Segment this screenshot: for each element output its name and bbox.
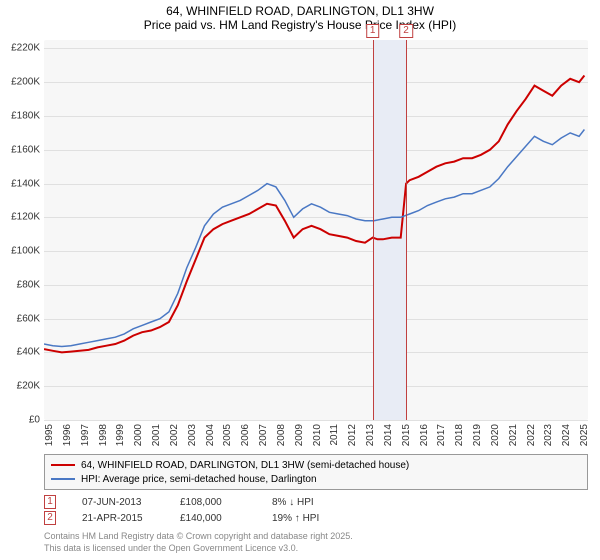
- footer: Contains HM Land Registry data © Crown c…: [44, 530, 588, 554]
- x-tick-label: 1996: [62, 424, 73, 446]
- legend: 64, WHINFIELD ROAD, DARLINGTON, DL1 3HW …: [44, 454, 588, 490]
- x-tick-label: 1998: [98, 424, 109, 446]
- sale-hpi-diff: 19% ↑ HPI: [272, 513, 372, 524]
- x-tick-label: 2022: [526, 424, 537, 446]
- sale-date: 07-JUN-2013: [68, 497, 168, 508]
- sale-row: 1 07-JUN-2013 £108,000 8% ↓ HPI: [44, 494, 588, 510]
- x-tick-label: 1995: [44, 424, 55, 446]
- y-tick-label: £60K: [17, 313, 40, 324]
- x-tick-label: 2003: [187, 424, 198, 446]
- sale-price: £140,000: [180, 513, 260, 524]
- x-tick-label: 2015: [401, 424, 412, 446]
- x-tick-label: 2009: [294, 424, 305, 446]
- x-tick-label: 2010: [312, 424, 323, 446]
- legend-label: HPI: Average price, semi-detached house,…: [81, 474, 317, 485]
- y-tick-label: £100K: [11, 246, 40, 257]
- sale-marker-line: [406, 40, 407, 420]
- x-tick-label: 2024: [561, 424, 572, 446]
- x-tick-label: 2005: [222, 424, 233, 446]
- title-line-1: 64, WHINFIELD ROAD, DARLINGTON, DL1 3HW: [0, 4, 600, 18]
- chart-container: 64, WHINFIELD ROAD, DARLINGTON, DL1 3HW …: [0, 0, 600, 560]
- sale-date: 21-APR-2015: [68, 513, 168, 524]
- x-tick-label: 2025: [579, 424, 590, 446]
- x-tick-label: 2023: [543, 424, 554, 446]
- x-tick-label: 2011: [329, 424, 340, 446]
- x-tick-label: 2020: [490, 424, 501, 446]
- y-tick-label: £20K: [17, 381, 40, 392]
- legend-item: HPI: Average price, semi-detached house,…: [51, 472, 581, 486]
- title-block: 64, WHINFIELD ROAD, DARLINGTON, DL1 3HW …: [0, 0, 600, 32]
- series-hpi: [44, 130, 584, 347]
- x-tick-label: 2008: [276, 424, 287, 446]
- sale-marker-box: 1: [366, 24, 380, 38]
- title-line-2: Price paid vs. HM Land Registry's House …: [0, 18, 600, 32]
- y-tick-label: £80K: [17, 279, 40, 290]
- y-tick-label: £120K: [11, 212, 40, 223]
- x-tick-label: 2017: [436, 424, 447, 446]
- x-tick-label: 2002: [169, 424, 180, 446]
- y-tick-label: £180K: [11, 111, 40, 122]
- x-tick-label: 2021: [508, 424, 519, 446]
- x-tick-label: 2018: [454, 424, 465, 446]
- x-tick-label: 2013: [365, 424, 376, 446]
- x-tick-label: 2007: [258, 424, 269, 446]
- x-tick-label: 1999: [115, 424, 126, 446]
- y-tick-label: £200K: [11, 77, 40, 88]
- y-tick-label: £40K: [17, 347, 40, 358]
- sale-row: 2 21-APR-2015 £140,000 19% ↑ HPI: [44, 510, 588, 526]
- x-tick-label: 2006: [240, 424, 251, 446]
- y-tick-label: £220K: [11, 43, 40, 54]
- chart-area: 12 £0£20K£40K£60K£80K£100K£120K£140K£160…: [44, 40, 588, 420]
- series-property: [44, 76, 584, 353]
- footer-line-1: Contains HM Land Registry data © Crown c…: [44, 530, 588, 542]
- y-tick-label: £140K: [11, 178, 40, 189]
- sale-marker-icon: 1: [44, 495, 56, 509]
- legend-swatch: [51, 464, 75, 466]
- legend-label: 64, WHINFIELD ROAD, DARLINGTON, DL1 3HW …: [81, 460, 409, 471]
- legend-item: 64, WHINFIELD ROAD, DARLINGTON, DL1 3HW …: [51, 458, 581, 472]
- legend-swatch: [51, 478, 75, 480]
- y-tick-label: £0: [29, 415, 40, 426]
- sale-marker-box: 2: [399, 24, 413, 38]
- x-tick-label: 2016: [419, 424, 430, 446]
- x-tick-label: 2014: [383, 424, 394, 446]
- x-tick-label: 2000: [133, 424, 144, 446]
- y-axis: £0£20K£40K£60K£80K£100K£120K£140K£160K£1…: [0, 40, 44, 420]
- sale-marker-line: [373, 40, 374, 420]
- x-tick-label: 1997: [80, 424, 91, 446]
- sale-marker-icon: 2: [44, 511, 56, 525]
- x-tick-label: 2001: [151, 424, 162, 446]
- x-tick-label: 2019: [472, 424, 483, 446]
- line-series-svg: [44, 40, 588, 420]
- footer-line-2: This data is licensed under the Open Gov…: [44, 542, 588, 554]
- sale-price: £108,000: [180, 497, 260, 508]
- sale-rows: 1 07-JUN-2013 £108,000 8% ↓ HPI 2 21-APR-2015…: [44, 494, 588, 526]
- sale-hpi-diff: 8% ↓ HPI: [272, 497, 372, 508]
- x-tick-label: 2004: [205, 424, 216, 446]
- x-tick-label: 2012: [347, 424, 358, 446]
- y-tick-label: £160K: [11, 144, 40, 155]
